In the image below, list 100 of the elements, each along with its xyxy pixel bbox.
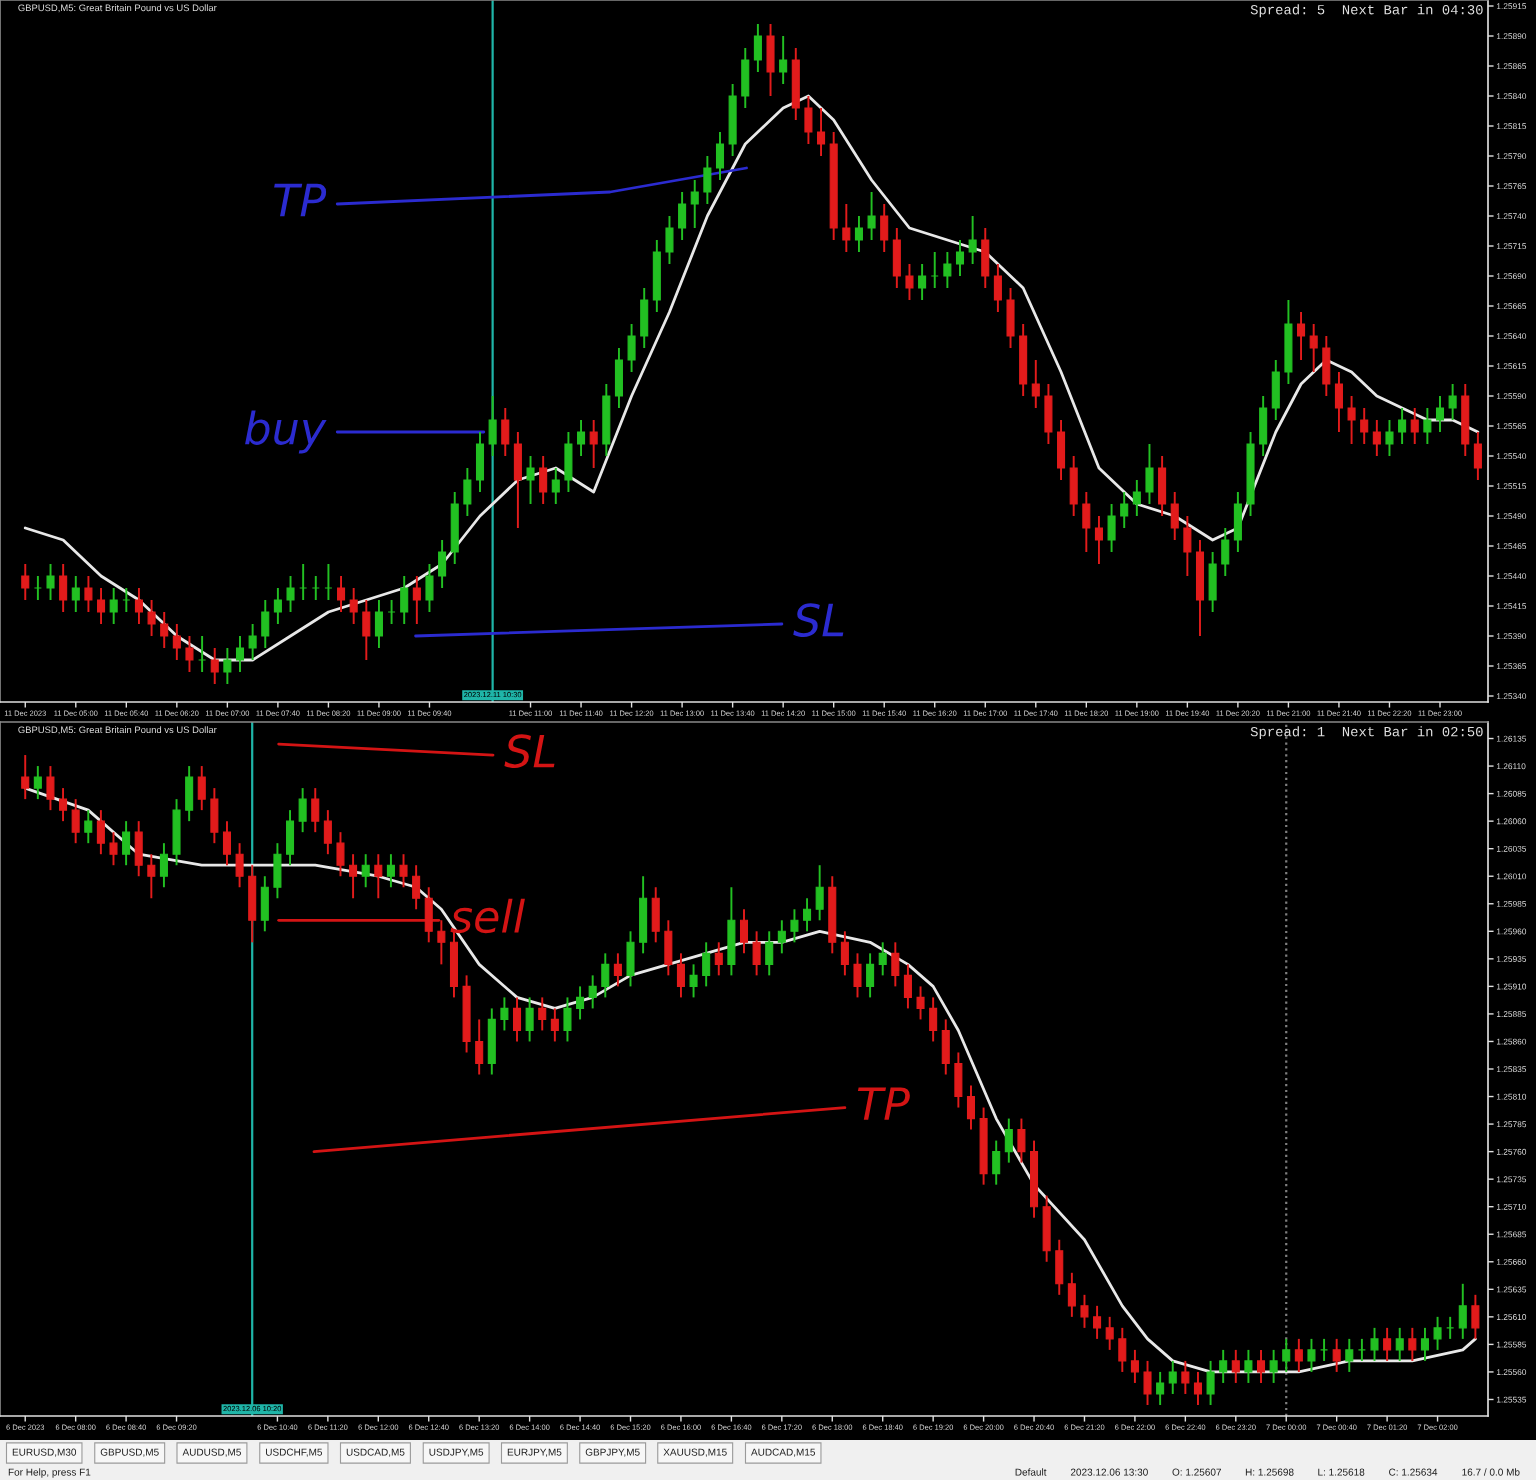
candlestick (1231, 1348, 1240, 1384)
candlestick (1332, 1337, 1341, 1373)
candlestick (210, 787, 219, 845)
candlestick (804, 95, 813, 145)
candlestick (916, 985, 925, 1021)
candlestick (1334, 371, 1343, 433)
candlestick (1372, 419, 1381, 457)
candlestick (652, 239, 661, 313)
candlestick (905, 263, 914, 301)
candlestick (487, 1007, 496, 1076)
candlestick (538, 996, 547, 1032)
candlestick (412, 575, 421, 625)
candlestick (564, 431, 573, 493)
candlestick (840, 930, 849, 977)
candlestick (703, 155, 712, 205)
candlestick (488, 395, 497, 457)
candlestick (918, 263, 927, 301)
candlestick (1082, 491, 1091, 553)
candlestick (741, 47, 750, 109)
candlestick (286, 809, 295, 867)
candlestick (323, 809, 332, 856)
candlestick (1206, 1359, 1215, 1406)
candlestick (665, 215, 674, 265)
candlestick (248, 623, 257, 661)
candlestick (854, 215, 863, 253)
candlestick (1004, 1117, 1013, 1164)
candlestick (551, 467, 560, 505)
candlestick (1183, 515, 1192, 577)
candlestick (1120, 491, 1129, 529)
candlestick (513, 431, 522, 529)
candlestick (248, 864, 257, 944)
candlestick (1080, 1293, 1089, 1329)
candlestick (1420, 1326, 1429, 1362)
candlestick (1448, 383, 1457, 421)
candlestick (84, 575, 93, 613)
candlestick (362, 599, 371, 661)
candlestick (96, 809, 105, 856)
candlestick (966, 1084, 976, 1131)
candlestick (172, 623, 181, 661)
candlestick (892, 227, 901, 289)
candlestick (185, 765, 194, 823)
candlestick (752, 930, 761, 977)
candlestick (676, 952, 685, 999)
candlestick (853, 952, 862, 999)
candlestick (298, 787, 307, 834)
annotation: SL (793, 603, 844, 637)
candlestick (1042, 1194, 1051, 1263)
annotation: TP (274, 183, 327, 217)
candlestick (1057, 419, 1066, 481)
candlestick (109, 587, 118, 625)
candlestick (1347, 395, 1356, 445)
candlestick (651, 886, 660, 944)
candlestick (903, 963, 912, 1010)
candlestick (1259, 395, 1268, 457)
candlestick (425, 563, 434, 613)
candlestick (1069, 455, 1078, 517)
candlestick (235, 842, 244, 889)
candlestick (59, 787, 68, 823)
candlestick (109, 831, 118, 867)
candlestick (930, 251, 939, 289)
candlestick (1031, 359, 1040, 409)
candlestick (46, 765, 55, 812)
candlestick (1193, 1370, 1202, 1406)
candlestick (589, 419, 598, 469)
candlestick (273, 587, 282, 625)
candlestick (261, 599, 270, 649)
candlestick (412, 864, 421, 911)
candlestick (1105, 1315, 1114, 1351)
candlestick (1309, 323, 1318, 373)
candlestick (97, 587, 106, 625)
candlestick (1385, 419, 1394, 457)
candlestick (891, 941, 900, 988)
candlestick (337, 575, 346, 613)
candlestick (690, 179, 699, 229)
candlestick (765, 930, 774, 977)
candlestick (1170, 491, 1179, 541)
candlestick (689, 963, 698, 999)
candlestick (1256, 1348, 1266, 1384)
candlestick (715, 131, 725, 181)
candlestick (779, 35, 788, 85)
candlestick (626, 930, 635, 988)
candlestick (1370, 1326, 1379, 1362)
candlestick (475, 431, 485, 493)
candlestick (1156, 1370, 1165, 1406)
candlestick (803, 897, 812, 933)
candlestick (33, 765, 42, 801)
candlestick (525, 996, 534, 1043)
candlestick (702, 941, 711, 988)
candlestick (1233, 491, 1242, 553)
candlestick (311, 575, 320, 601)
annotation: sell (450, 898, 525, 934)
candlestick (21, 563, 30, 601)
candlestick (1219, 1348, 1228, 1384)
candlestick (1435, 395, 1445, 433)
candlestick (159, 842, 168, 889)
candlestick (1269, 1348, 1278, 1384)
candlestick (147, 853, 156, 900)
candlestick (563, 996, 572, 1043)
candlestick (134, 820, 143, 878)
candlestick (1168, 1359, 1177, 1395)
